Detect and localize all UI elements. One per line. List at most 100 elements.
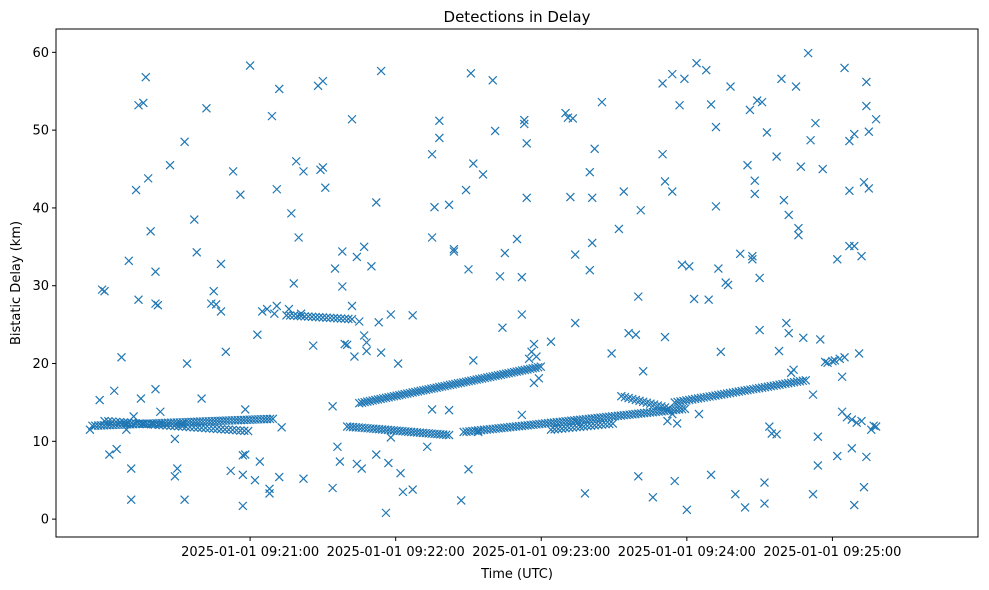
track-point-162 [472,375,482,385]
track-point-143 [421,385,431,395]
detection-point-436 [255,457,265,466]
track-point-168 [488,371,498,381]
track-point-160 [466,376,476,386]
detection-point-463 [328,483,338,493]
detection-point-469 [340,339,350,349]
detection-point-449 [286,208,296,218]
track-point-152 [445,380,455,390]
detection-point-392 [129,411,139,421]
detection-point-516 [478,170,488,179]
detection-point-500 [427,404,437,414]
detection-point-569 [670,476,680,486]
track-point-126 [376,394,386,404]
detection-point-651 [849,500,859,510]
track-point-364 [604,419,614,429]
detection-point-479 [359,331,369,340]
track-point-308 [798,376,808,386]
detection-point-596 [747,254,757,264]
detection-point-427 [235,190,245,200]
detection-point-495 [408,485,418,494]
detection-point-643 [842,412,852,422]
detection-point-590 [730,489,740,499]
detection-point-582 [706,470,716,480]
track-point-145 [426,384,436,394]
detection-point-488 [381,508,391,518]
detection-point-543 [573,418,583,428]
detection-point-490 [386,310,396,319]
detection-point-453 [296,309,306,319]
detection-point-492 [393,359,403,368]
detection-point-595 [747,251,757,261]
detection-point-593 [743,160,752,170]
track-point-358 [582,421,592,431]
track-point-130 [386,392,396,402]
track-point-336 [201,423,210,433]
track-point-122 [365,396,375,406]
detection-point-581 [706,100,716,109]
track-point-153 [448,379,458,389]
detection-point-451 [291,156,301,166]
detection-point-622 [798,333,808,343]
detection-point-629 [813,461,823,470]
track-point-157 [458,377,468,387]
track-point-150 [440,381,450,391]
detection-point-573 [679,74,689,84]
detection-point-386 [112,444,122,454]
detection-point-540 [568,114,578,123]
detection-point-665 [871,422,881,431]
detection-point-614 [784,328,794,338]
detection-point-570 [672,418,682,428]
track-point-172 [498,369,508,379]
detection-point-542 [570,318,580,328]
track-point-317 [127,418,137,428]
detection-point-480 [362,346,371,356]
detection-point-467 [337,247,347,256]
detection-point-605 [762,128,772,137]
detection-point-413 [180,495,190,505]
detection-point-399 [143,173,153,183]
detection-point-445 [272,184,282,194]
detection-point-509 [461,185,471,195]
detection-point-437 [257,306,267,316]
detection-point-505 [444,405,454,415]
track-point-133 [394,390,404,400]
track-point-70 [307,312,317,322]
detection-point-504 [444,200,454,210]
track-point-325 [158,420,168,430]
track-point-342 [224,425,234,435]
detection-point-666 [871,114,881,124]
track-point-323 [150,420,160,430]
detection-point-536 [546,337,556,347]
y-tick-label-0: 0 [41,513,49,528]
track-point-156 [456,378,466,388]
detection-point-589 [726,82,735,91]
track-point-174 [504,368,514,378]
x-tick-label-1: 2025-01-01 09:22:00 [327,545,465,560]
track-point-159 [464,376,474,386]
track-point-182 [525,364,535,374]
detection-point-624 [806,135,816,145]
detection-point-645 [844,186,854,196]
y-tick-label-5: 50 [32,124,49,139]
detection-point-429 [238,470,248,480]
detection-point-662 [864,184,874,193]
detection-point-597 [750,176,760,186]
track-point-356 [575,422,585,432]
track-point-312 [107,417,117,427]
detection-point-459 [318,76,328,86]
detection-point-441 [267,111,277,121]
detection-point-426 [228,166,238,176]
detection-point-498 [427,233,437,242]
track-point-149 [437,382,447,391]
track-point-262 [677,404,687,414]
detection-point-517 [488,75,498,85]
detection-point-571 [675,100,684,110]
track-point-326 [162,420,172,430]
track-point-132 [392,391,402,401]
detection-point-559 [638,366,648,376]
detection-point-535 [534,373,544,383]
detection-point-512 [466,68,476,78]
track-point-181 [523,364,532,374]
detection-point-433 [245,61,255,70]
